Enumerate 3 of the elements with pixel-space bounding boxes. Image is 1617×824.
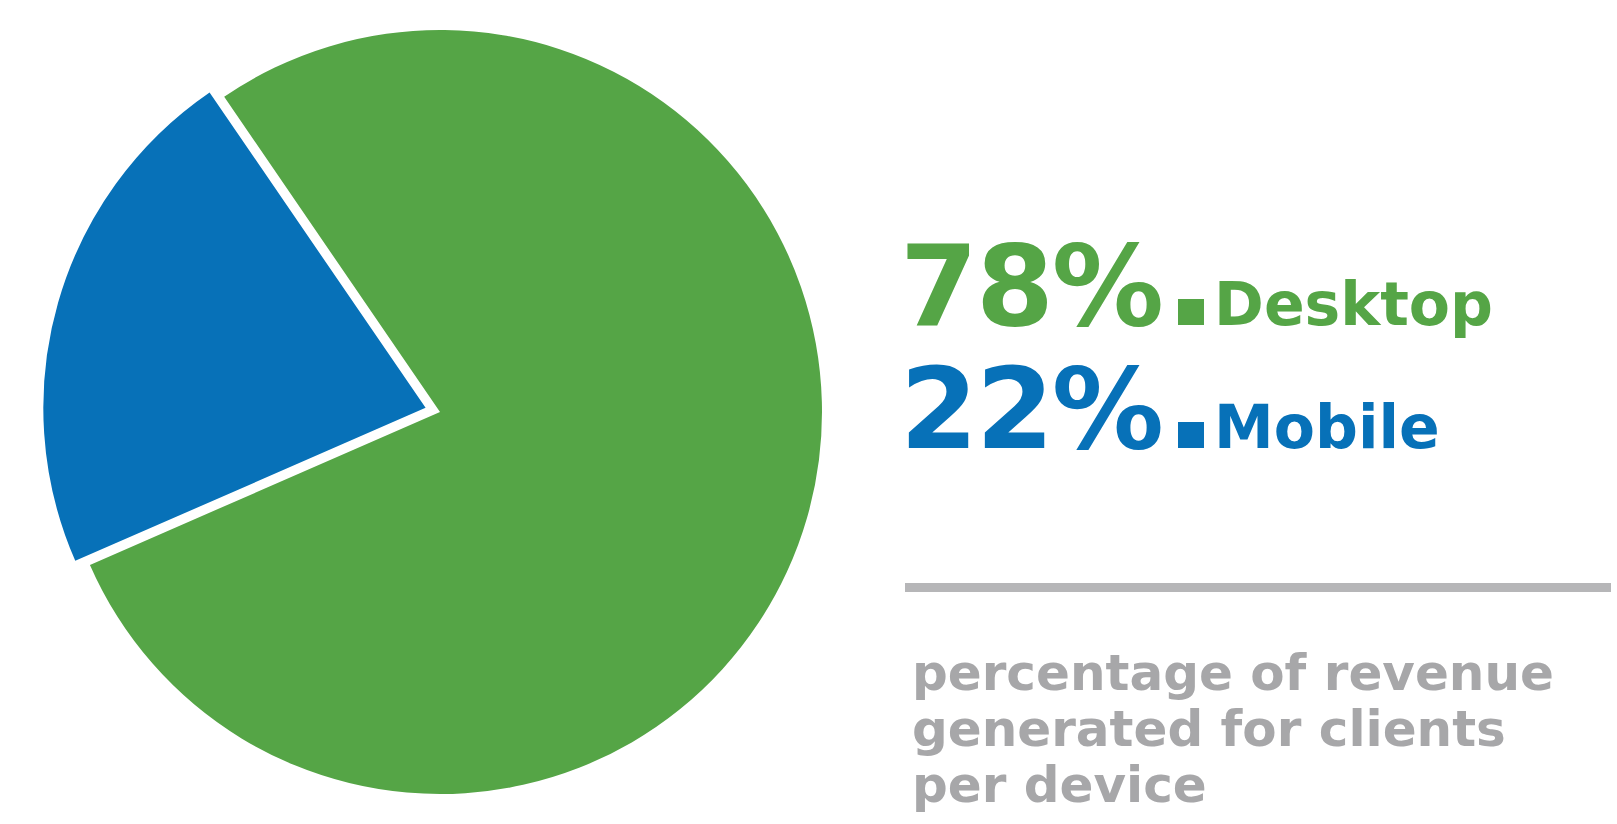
text: percentage of revenue generated for clients per device xyxy=(912,644,1555,814)
legend-label: Desktop xyxy=(1214,269,1494,339)
legend-label: Mobile xyxy=(1214,392,1440,463)
